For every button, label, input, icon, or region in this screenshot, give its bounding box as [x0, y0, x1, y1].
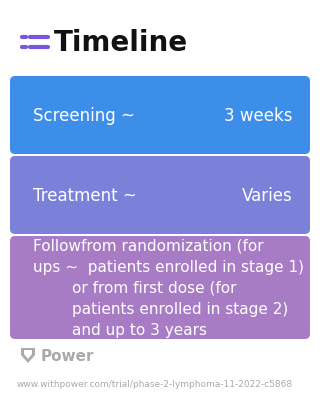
FancyBboxPatch shape	[10, 77, 310, 155]
Text: Varies: Varies	[242, 187, 293, 205]
Text: Treatment ~: Treatment ~	[33, 187, 137, 205]
FancyBboxPatch shape	[10, 237, 310, 339]
Text: 3 weeks: 3 weeks	[225, 107, 293, 125]
Polygon shape	[21, 348, 35, 363]
Text: Power: Power	[41, 349, 94, 364]
Text: www.withpower.com/trial/phase-2-lymphoma-11-2022-c5868: www.withpower.com/trial/phase-2-lymphoma…	[17, 379, 293, 388]
Text: Screening ~: Screening ~	[33, 107, 135, 125]
FancyBboxPatch shape	[10, 157, 310, 234]
Text: Timeline: Timeline	[54, 29, 188, 57]
Polygon shape	[24, 350, 32, 359]
Text: Followfrom randomization (for
ups ~  patients enrolled in stage 1)
        or fr: Followfrom randomization (for ups ~ pati…	[33, 239, 304, 337]
